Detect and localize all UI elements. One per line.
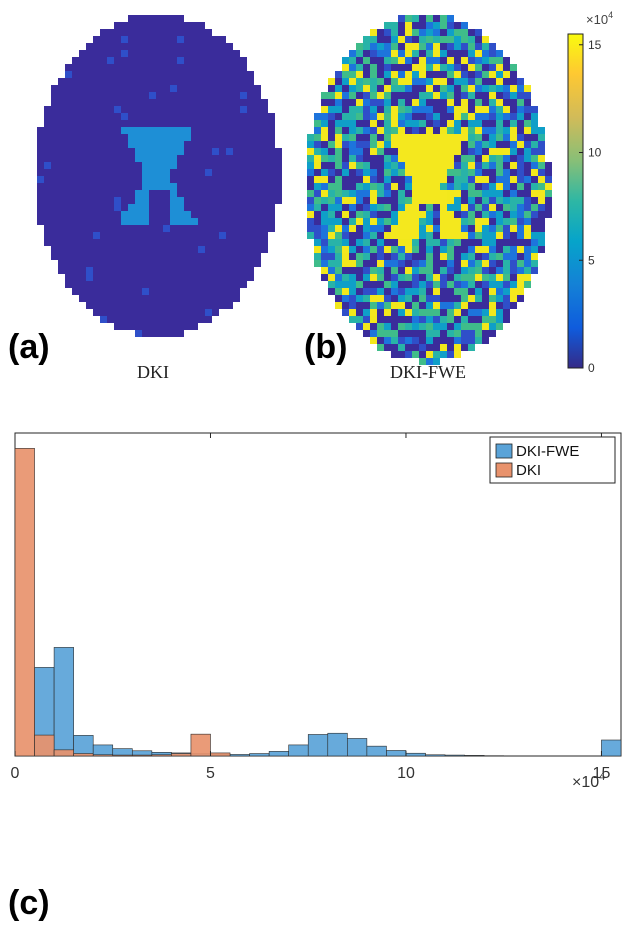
legend-label-dki: DKI — [516, 462, 541, 479]
legend-swatch-dki-fwe — [495, 443, 513, 459]
bar-dki-fwe — [386, 750, 407, 757]
x-tick-label: 10 — [397, 765, 415, 782]
bar-dki-fwe — [268, 751, 289, 757]
x-tick-label: 0 — [11, 765, 20, 782]
histogram-chart: 0 5 10 15 DKI-FWE DKI ×104 — [11, 432, 622, 791]
bar-dki-fwe — [464, 755, 485, 757]
legend: DKI-FWE DKI — [489, 436, 616, 484]
colorbar: ×104 0 5 10 15 — [567, 10, 613, 375]
colorbar-gradient — [567, 33, 584, 369]
colorbar-tick-label: 10 — [588, 146, 602, 160]
bar-dki-fwe — [327, 732, 348, 757]
bar-dki-fwe — [405, 752, 426, 757]
bar-dki-fwe — [444, 754, 465, 757]
bar-dki — [92, 754, 114, 757]
legend-label-dki-fwe: DKI-FWE — [516, 443, 579, 460]
colorbar-tick-label: 0 — [588, 361, 595, 375]
bar-dki — [131, 754, 153, 757]
dki-map — [37, 15, 282, 337]
caption-dki-fwe: DKI-FWE — [390, 362, 466, 382]
bar-dki — [190, 733, 211, 757]
colorbar-tick-label: 15 — [588, 38, 602, 52]
x-tick-label: 15 — [593, 765, 611, 782]
dki-fwe-voxels — [307, 15, 552, 365]
x-tick-label: 5 — [206, 765, 215, 782]
caption-dki: DKI — [137, 362, 169, 382]
colorbar-tick-label: 5 — [588, 253, 595, 267]
dki-voxels — [37, 15, 282, 337]
dki-fwe-map — [307, 15, 552, 365]
bar-dki-fwe — [92, 744, 114, 757]
bar-dki — [171, 753, 192, 757]
bar-dki-fwe — [601, 739, 622, 757]
panel-label-a: (a) — [8, 328, 50, 366]
x-axis-multiplier: ×104 — [572, 771, 605, 791]
bar-dki-fwe — [425, 754, 446, 757]
bar-dki-fwe — [366, 745, 387, 757]
bar-dki-fwe — [73, 735, 94, 757]
bar-dki-fwe — [347, 738, 368, 757]
bar-dki-fwe — [229, 754, 250, 757]
legend-swatch-dki — [495, 462, 513, 478]
bar-dki — [151, 754, 172, 757]
bar-dki-fwe — [288, 744, 309, 757]
bar-dki-fwe — [307, 734, 329, 757]
bar-dki — [34, 734, 55, 757]
plot-area — [14, 432, 622, 757]
bar-dki-fwe — [53, 647, 74, 757]
bar-dki-fwe — [249, 753, 270, 757]
bar-dki — [73, 753, 94, 757]
panel-label-c: (c) — [8, 884, 50, 922]
bar-dki — [210, 752, 231, 757]
colorbar-multiplier: ×104 — [586, 10, 613, 27]
panel-label-b: (b) — [304, 328, 348, 366]
bar-dki — [53, 749, 74, 757]
bar-dki — [112, 754, 133, 757]
bar-dki — [14, 448, 35, 757]
